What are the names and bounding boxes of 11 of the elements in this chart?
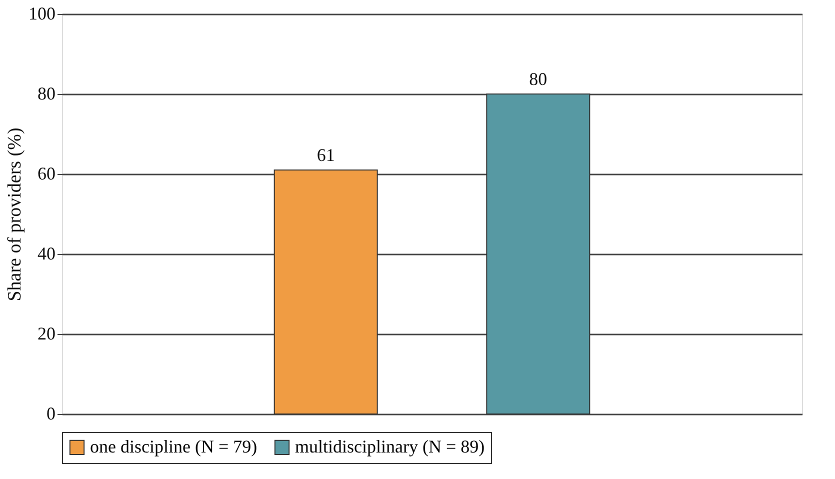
- data-label: 61: [316, 145, 335, 165]
- y-tick-label: 100: [28, 4, 56, 24]
- y-axis-title: Share of providers (%): [4, 128, 26, 302]
- y-tick-label: 20: [38, 324, 56, 344]
- y-tick-label: 80: [38, 84, 56, 104]
- data-label: 80: [529, 69, 548, 89]
- y-tick-label: 60: [38, 164, 56, 184]
- legend-label: one discipline (N = 79): [90, 436, 258, 456]
- y-tick-label: 40: [38, 244, 56, 264]
- y-tick-label: 0: [46, 404, 56, 424]
- legend-label: multidisciplinary (N = 89): [295, 436, 485, 456]
